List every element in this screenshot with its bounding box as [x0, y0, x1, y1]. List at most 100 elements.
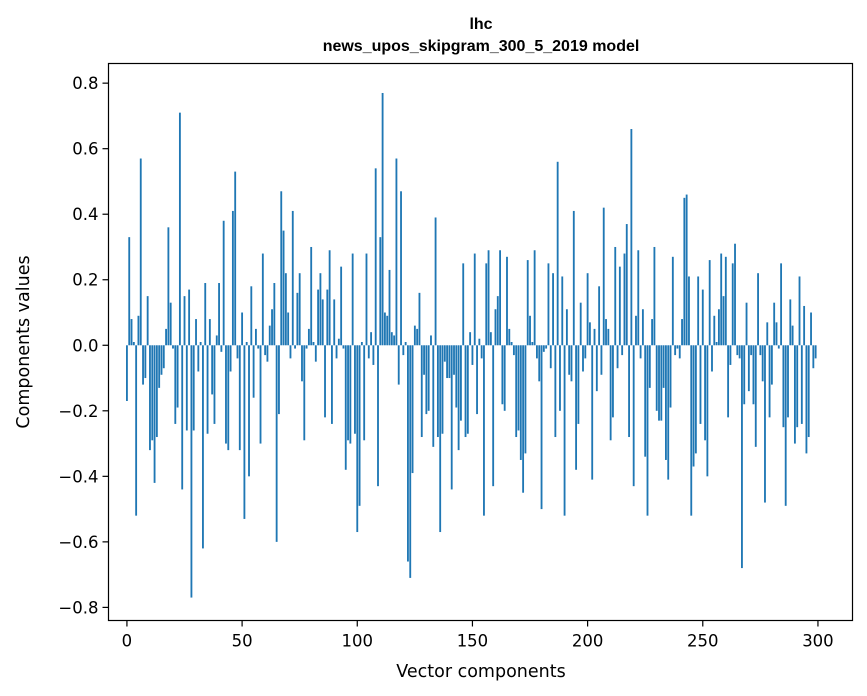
bar	[303, 345, 306, 441]
bar	[386, 315, 389, 346]
bar	[460, 345, 462, 421]
bar	[266, 345, 269, 362]
bar	[777, 345, 780, 349]
bar	[540, 345, 543, 510]
bar	[575, 345, 578, 470]
bar	[457, 345, 460, 451]
x-tick-label: 100	[342, 632, 374, 651]
y-tick-label: 0.2	[72, 271, 98, 290]
bar	[757, 273, 759, 346]
bar	[501, 345, 504, 405]
x-axis-label: Vector components	[396, 662, 565, 682]
bar	[360, 342, 363, 346]
bar	[298, 273, 301, 346]
bar	[565, 309, 568, 346]
bar	[347, 345, 349, 441]
bar	[268, 325, 271, 346]
bar	[231, 210, 234, 346]
bar	[708, 260, 711, 346]
bar	[153, 345, 156, 483]
bar	[598, 286, 601, 346]
bar	[261, 253, 264, 346]
bar	[476, 345, 478, 415]
bar	[741, 345, 743, 569]
bar	[317, 289, 320, 346]
bar	[496, 296, 499, 346]
bar	[439, 345, 442, 533]
bar	[568, 345, 571, 375]
bar	[542, 345, 545, 352]
bar	[697, 276, 700, 346]
bar	[178, 112, 181, 346]
bar	[294, 345, 296, 349]
bar	[727, 345, 730, 418]
bar	[637, 250, 640, 346]
bar	[641, 309, 644, 346]
bar	[273, 283, 276, 346]
bar	[814, 345, 817, 359]
bar	[211, 345, 214, 395]
bar	[340, 266, 343, 346]
bar	[556, 161, 559, 346]
bar	[236, 345, 239, 359]
bar	[572, 210, 575, 346]
bar	[480, 345, 483, 359]
bar	[289, 345, 292, 359]
bar	[202, 345, 204, 549]
bar	[358, 345, 361, 506]
bar	[722, 296, 725, 346]
bar	[559, 345, 561, 411]
bar	[135, 345, 138, 516]
bar	[780, 263, 783, 346]
bar	[443, 345, 446, 362]
bar	[628, 345, 630, 438]
bar	[448, 345, 451, 379]
bar	[713, 315, 716, 346]
bar	[402, 345, 405, 356]
bar	[427, 345, 430, 411]
bar	[770, 345, 773, 385]
bar	[768, 345, 771, 418]
bar	[192, 345, 195, 431]
bar	[333, 299, 336, 346]
bar	[669, 345, 672, 408]
bar	[395, 158, 398, 346]
bar	[137, 315, 140, 346]
bar	[717, 309, 720, 346]
x-tick-label: 300	[802, 632, 834, 651]
bar	[692, 345, 695, 467]
bar	[665, 345, 667, 460]
bar	[264, 345, 267, 356]
bar	[208, 319, 211, 346]
bar	[526, 260, 529, 346]
bar	[430, 335, 432, 346]
bar	[420, 345, 423, 438]
bar	[337, 338, 340, 346]
bar	[434, 217, 437, 346]
bar	[775, 322, 778, 346]
x-tick-label: 200	[572, 632, 604, 651]
bar	[259, 345, 262, 444]
bar	[545, 345, 548, 349]
bar	[305, 345, 308, 349]
x-tick-label: 0	[122, 632, 133, 651]
bar	[462, 263, 465, 346]
bar	[800, 345, 803, 424]
y-tick-label: 0.8	[72, 74, 98, 93]
bar	[436, 345, 439, 438]
bar	[144, 345, 147, 379]
bar	[554, 345, 557, 438]
bar	[310, 246, 313, 346]
bar	[215, 335, 218, 346]
bar	[400, 191, 402, 346]
bar	[252, 345, 255, 398]
bar	[743, 345, 746, 405]
bar	[605, 319, 607, 346]
bar	[167, 227, 170, 346]
bar	[151, 345, 154, 441]
bar	[183, 296, 186, 346]
bar	[149, 345, 151, 451]
bar	[508, 328, 511, 346]
bar	[416, 328, 419, 346]
y-tick-label: −0.8	[58, 598, 98, 617]
